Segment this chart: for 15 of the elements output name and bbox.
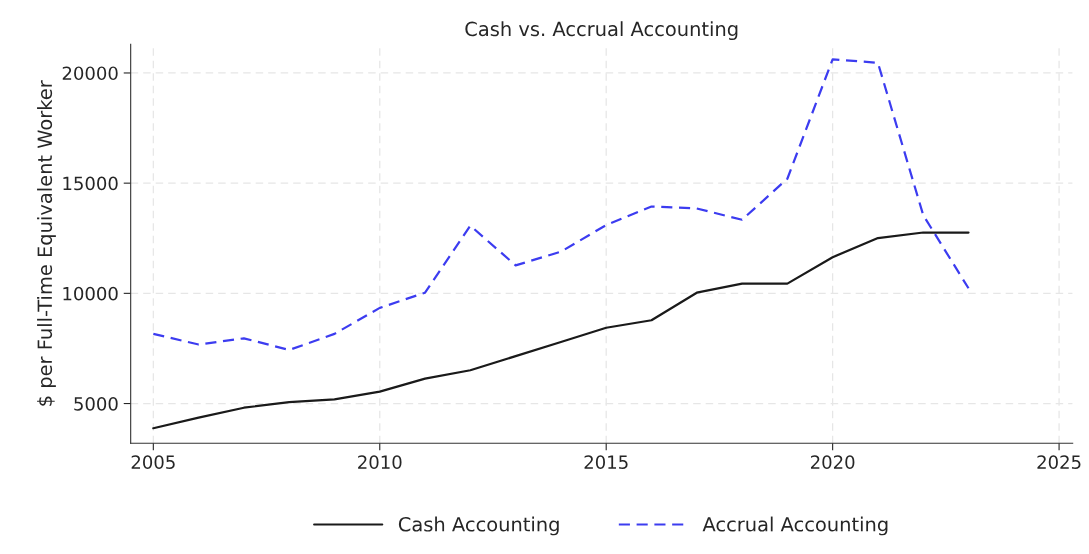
x-tick-label: 2005	[131, 455, 175, 469]
y-tick-label: 15000	[63, 176, 118, 191]
x-tick-label: 2020	[810, 455, 855, 469]
line-series	[152, 231, 970, 430]
x-tick-label: 2025	[1037, 455, 1081, 469]
legend-label: Accrual Accounting	[702, 516, 888, 536]
y-axis-title: $ per Full-Time Equivalent Worker	[37, 80, 56, 406]
chart-title: Cash vs. Accrual Accounting	[465, 21, 738, 41]
y-tick-label: 10000	[63, 286, 118, 301]
y-tick-label: 20000	[62, 66, 118, 81]
x-tick-label: 2015	[584, 455, 628, 469]
y-tick-label: 5000	[74, 396, 118, 411]
x-tick-label: 2010	[358, 455, 402, 469]
legend-label: Cash Accounting	[398, 516, 559, 536]
line-series	[152, 58, 970, 352]
